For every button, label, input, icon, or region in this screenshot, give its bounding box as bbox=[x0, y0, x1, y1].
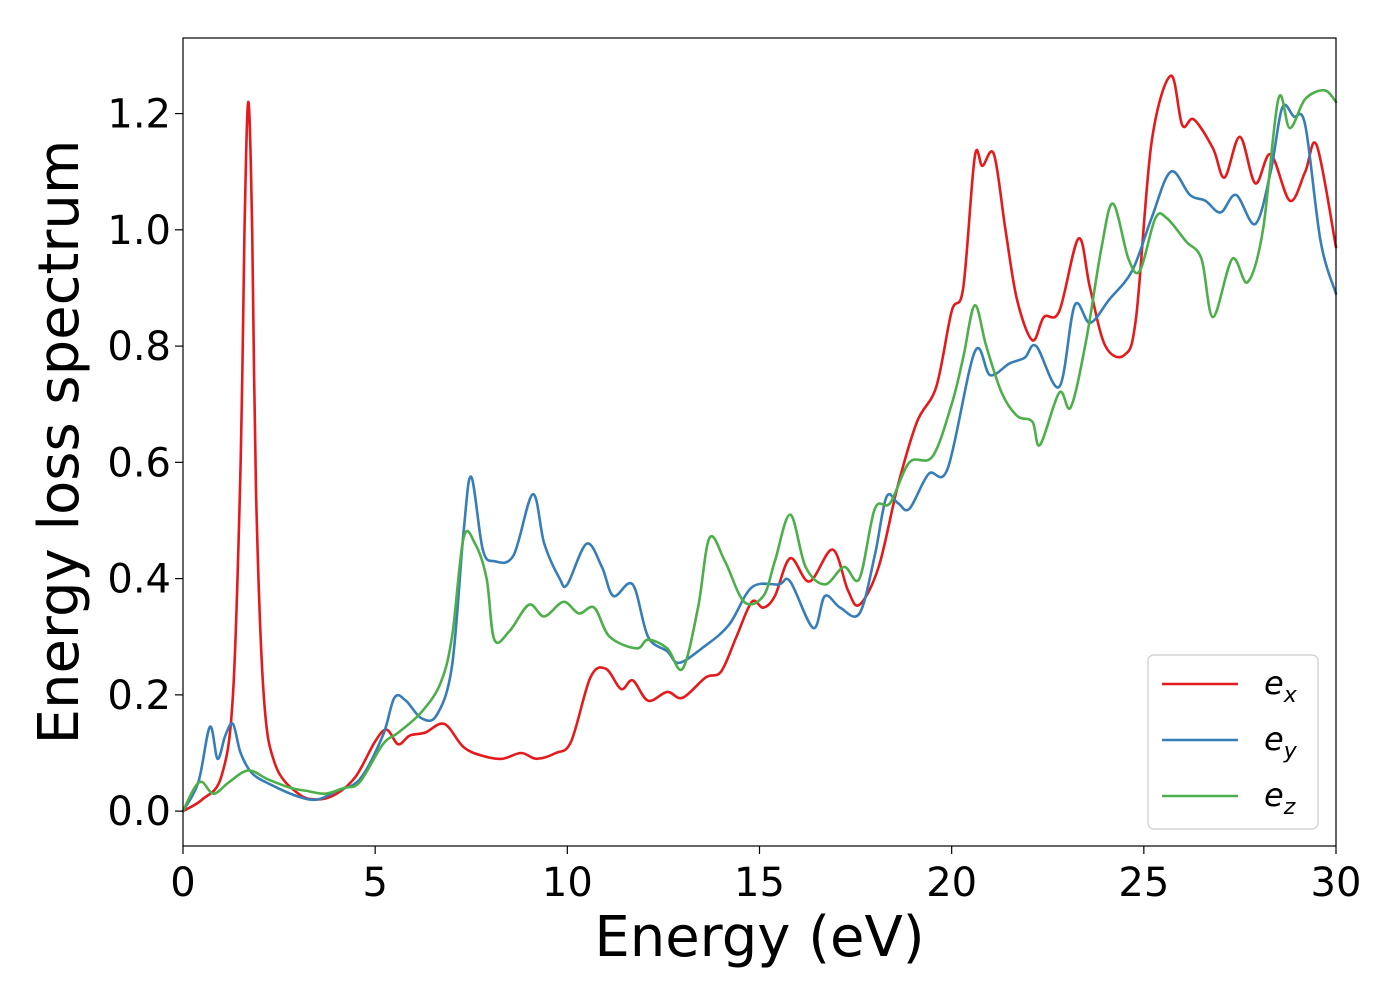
series-line-y bbox=[181, 103, 1338, 813]
x-tick-label: 15 bbox=[734, 860, 785, 906]
y-tick-label: 0.4 bbox=[107, 557, 171, 603]
x-tick-label: 5 bbox=[362, 860, 387, 906]
y-tick-label: 0.0 bbox=[107, 789, 171, 835]
x-tick-label: 10 bbox=[542, 860, 593, 906]
series-line-x bbox=[181, 74, 1338, 813]
y-tick-label: 1.2 bbox=[107, 92, 171, 138]
x-axis-title: Energy (eV) bbox=[594, 905, 924, 970]
legend: ex ey ez bbox=[1147, 654, 1319, 830]
legend-label-y: ey bbox=[1264, 720, 1298, 764]
y-axis-title: Energy loss spectrum bbox=[27, 140, 92, 745]
legend-box bbox=[1147, 654, 1319, 830]
x-tick-label: 20 bbox=[926, 860, 977, 906]
x-tick-label: 0 bbox=[170, 860, 195, 906]
y-tick-label: 1.0 bbox=[107, 208, 171, 254]
x-tick-label: 25 bbox=[1118, 860, 1169, 906]
series-layer bbox=[181, 74, 1338, 813]
legend-label-x: ex bbox=[1264, 664, 1298, 708]
x-tick-label: 30 bbox=[1311, 860, 1362, 906]
series-line-z bbox=[181, 88, 1338, 813]
y-tick-label: 0.8 bbox=[107, 324, 171, 370]
y-tick-label: 0.2 bbox=[107, 673, 171, 719]
tick-layer: 0 5 10 15 20 25 30 0.0 0.2 0.4 0.6 0.8 1.0 1.2 bbox=[107, 92, 1361, 906]
y-tick-label: 0.6 bbox=[107, 440, 171, 486]
legend-label-z: ez bbox=[1264, 776, 1296, 820]
